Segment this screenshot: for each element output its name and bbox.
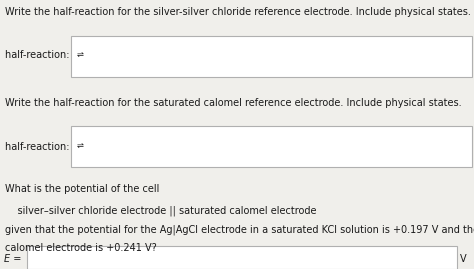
Text: What is the potential of the cell: What is the potential of the cell xyxy=(5,184,159,194)
Text: given that the potential for the Ag|AgCl electrode in a saturated KCl solution i: given that the potential for the Ag|AgCl… xyxy=(5,225,474,235)
Text: Write the half-reaction for the silver-silver chloride reference electrode. Incl: Write the half-reaction for the silver-s… xyxy=(5,7,471,17)
FancyBboxPatch shape xyxy=(71,126,472,167)
Text: half-reaction:: half-reaction: xyxy=(5,141,73,152)
Text: half-reaction:: half-reaction: xyxy=(5,50,73,60)
Text: E =: E = xyxy=(4,254,21,264)
Text: Write the half-reaction for the saturated calomel reference electrode. Include p: Write the half-reaction for the saturate… xyxy=(5,98,461,108)
Text: V: V xyxy=(460,254,467,264)
Text: calomel electrode is +0.241 V?: calomel electrode is +0.241 V? xyxy=(5,243,156,253)
Text: ⇌: ⇌ xyxy=(77,142,84,151)
FancyBboxPatch shape xyxy=(27,246,457,269)
FancyBboxPatch shape xyxy=(71,36,472,77)
Text: ⇌: ⇌ xyxy=(77,51,84,60)
Text: silver–silver chloride electrode || saturated calomel electrode: silver–silver chloride electrode || satu… xyxy=(5,206,316,216)
